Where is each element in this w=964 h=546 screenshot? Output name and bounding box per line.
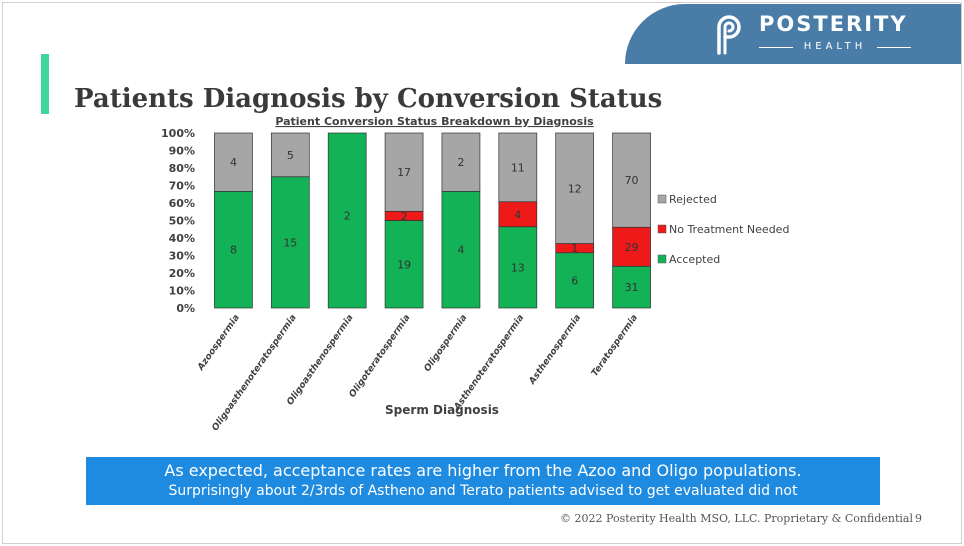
legend-label: Accepted (669, 253, 720, 266)
bar-segment-rejected (555, 132, 595, 244)
chart-title: Patient Conversion Status Breakdown by D… (275, 115, 594, 128)
data-label: 11 (511, 161, 525, 174)
y-tick-label: 40% (169, 232, 195, 245)
data-label: 17 (397, 166, 411, 179)
data-label: 4 (514, 208, 521, 221)
data-label: 4 (457, 244, 464, 257)
data-label: 2 (401, 210, 408, 223)
legend-label: No Treatment Needed (669, 223, 789, 236)
callout-box: As expected, acceptance rates are higher… (86, 457, 880, 505)
data-label: 15 (283, 236, 297, 249)
bar-segment-accepted (327, 132, 367, 309)
data-label: 70 (625, 174, 639, 187)
logo-divider-right (877, 47, 911, 48)
bar-segment-accepted (612, 265, 651, 309)
page-number: 9 (915, 512, 922, 525)
accent-bar (41, 54, 49, 114)
x-tick-label: Asthenoteratospermia (452, 313, 526, 413)
posterity-logo-icon (717, 15, 741, 55)
bar-segment-accepted (441, 190, 481, 309)
data-label: 2 (457, 156, 464, 169)
x-tick-label: Oligospermia (423, 313, 470, 374)
logo-subtitle: HEALTH (803, 41, 867, 52)
logo-name: POSTERITY (759, 12, 908, 36)
data-label: 29 (625, 241, 639, 254)
legend-label: Rejected (669, 193, 717, 206)
data-label: 5 (287, 149, 294, 162)
y-tick-label: 0% (176, 302, 195, 315)
y-tick-label: 80% (169, 162, 195, 175)
y-tick-label: 90% (169, 145, 195, 158)
y-tick-label: 20% (169, 267, 195, 280)
data-label: 31 (625, 281, 639, 294)
bar-segment-rejected (498, 132, 538, 203)
legend-swatch (657, 224, 667, 234)
y-tick-label: 10% (169, 285, 195, 298)
legend-swatch (657, 254, 667, 264)
bar-segment-rejected (270, 132, 310, 178)
legend-swatch (657, 194, 667, 204)
bar-segment-accepted (270, 176, 310, 309)
callout-line-1: As expected, acceptance rates are higher… (164, 461, 802, 480)
x-tick-label: Asthenospermia (527, 313, 583, 387)
y-tick-label: 60% (169, 197, 195, 210)
bar-segment-rejected (441, 132, 481, 192)
data-label: 6 (571, 274, 578, 287)
logo-divider-left (759, 47, 793, 48)
y-tick-label: 70% (169, 180, 195, 193)
data-label: 1 (571, 242, 578, 255)
x-tick-label: Oligoteratospermia (348, 313, 413, 400)
x-tick-label: Oligoasthenospermia (285, 313, 355, 407)
bar-segment-accepted (498, 226, 538, 309)
callout-line-2: Surprisingly about 2/3rds of Astheno and… (168, 483, 798, 499)
footer-copyright: © 2022 Posterity Health MSO, LLC. Propri… (560, 512, 913, 525)
bar-segment-rejected (612, 132, 651, 228)
x-tick-label: Azoospermia (196, 313, 242, 373)
y-tick-label: 50% (169, 215, 195, 228)
brand-banner: POSTERITY HEALTH (625, 4, 961, 64)
page-title: Patients Diagnosis by Conversion Status (74, 84, 663, 114)
data-label: 8 (230, 244, 237, 257)
data-label: 19 (397, 258, 411, 271)
bar-segment-no-treatment-needed (612, 226, 651, 267)
x-axis-label: Sperm Diagnosis (385, 403, 499, 417)
bar-segment-rejected (384, 132, 424, 212)
data-label: 4 (230, 156, 237, 169)
data-label: 2 (344, 210, 351, 223)
bar-segment-accepted (384, 220, 424, 309)
x-tick-label: Teratospermia (590, 313, 640, 379)
y-tick-label: 100% (161, 127, 195, 140)
data-label: 13 (511, 261, 525, 274)
data-label: 12 (568, 182, 582, 195)
bar-segment-accepted (214, 190, 253, 309)
y-tick-label: 30% (169, 250, 195, 263)
bar-segment-rejected (214, 132, 253, 192)
